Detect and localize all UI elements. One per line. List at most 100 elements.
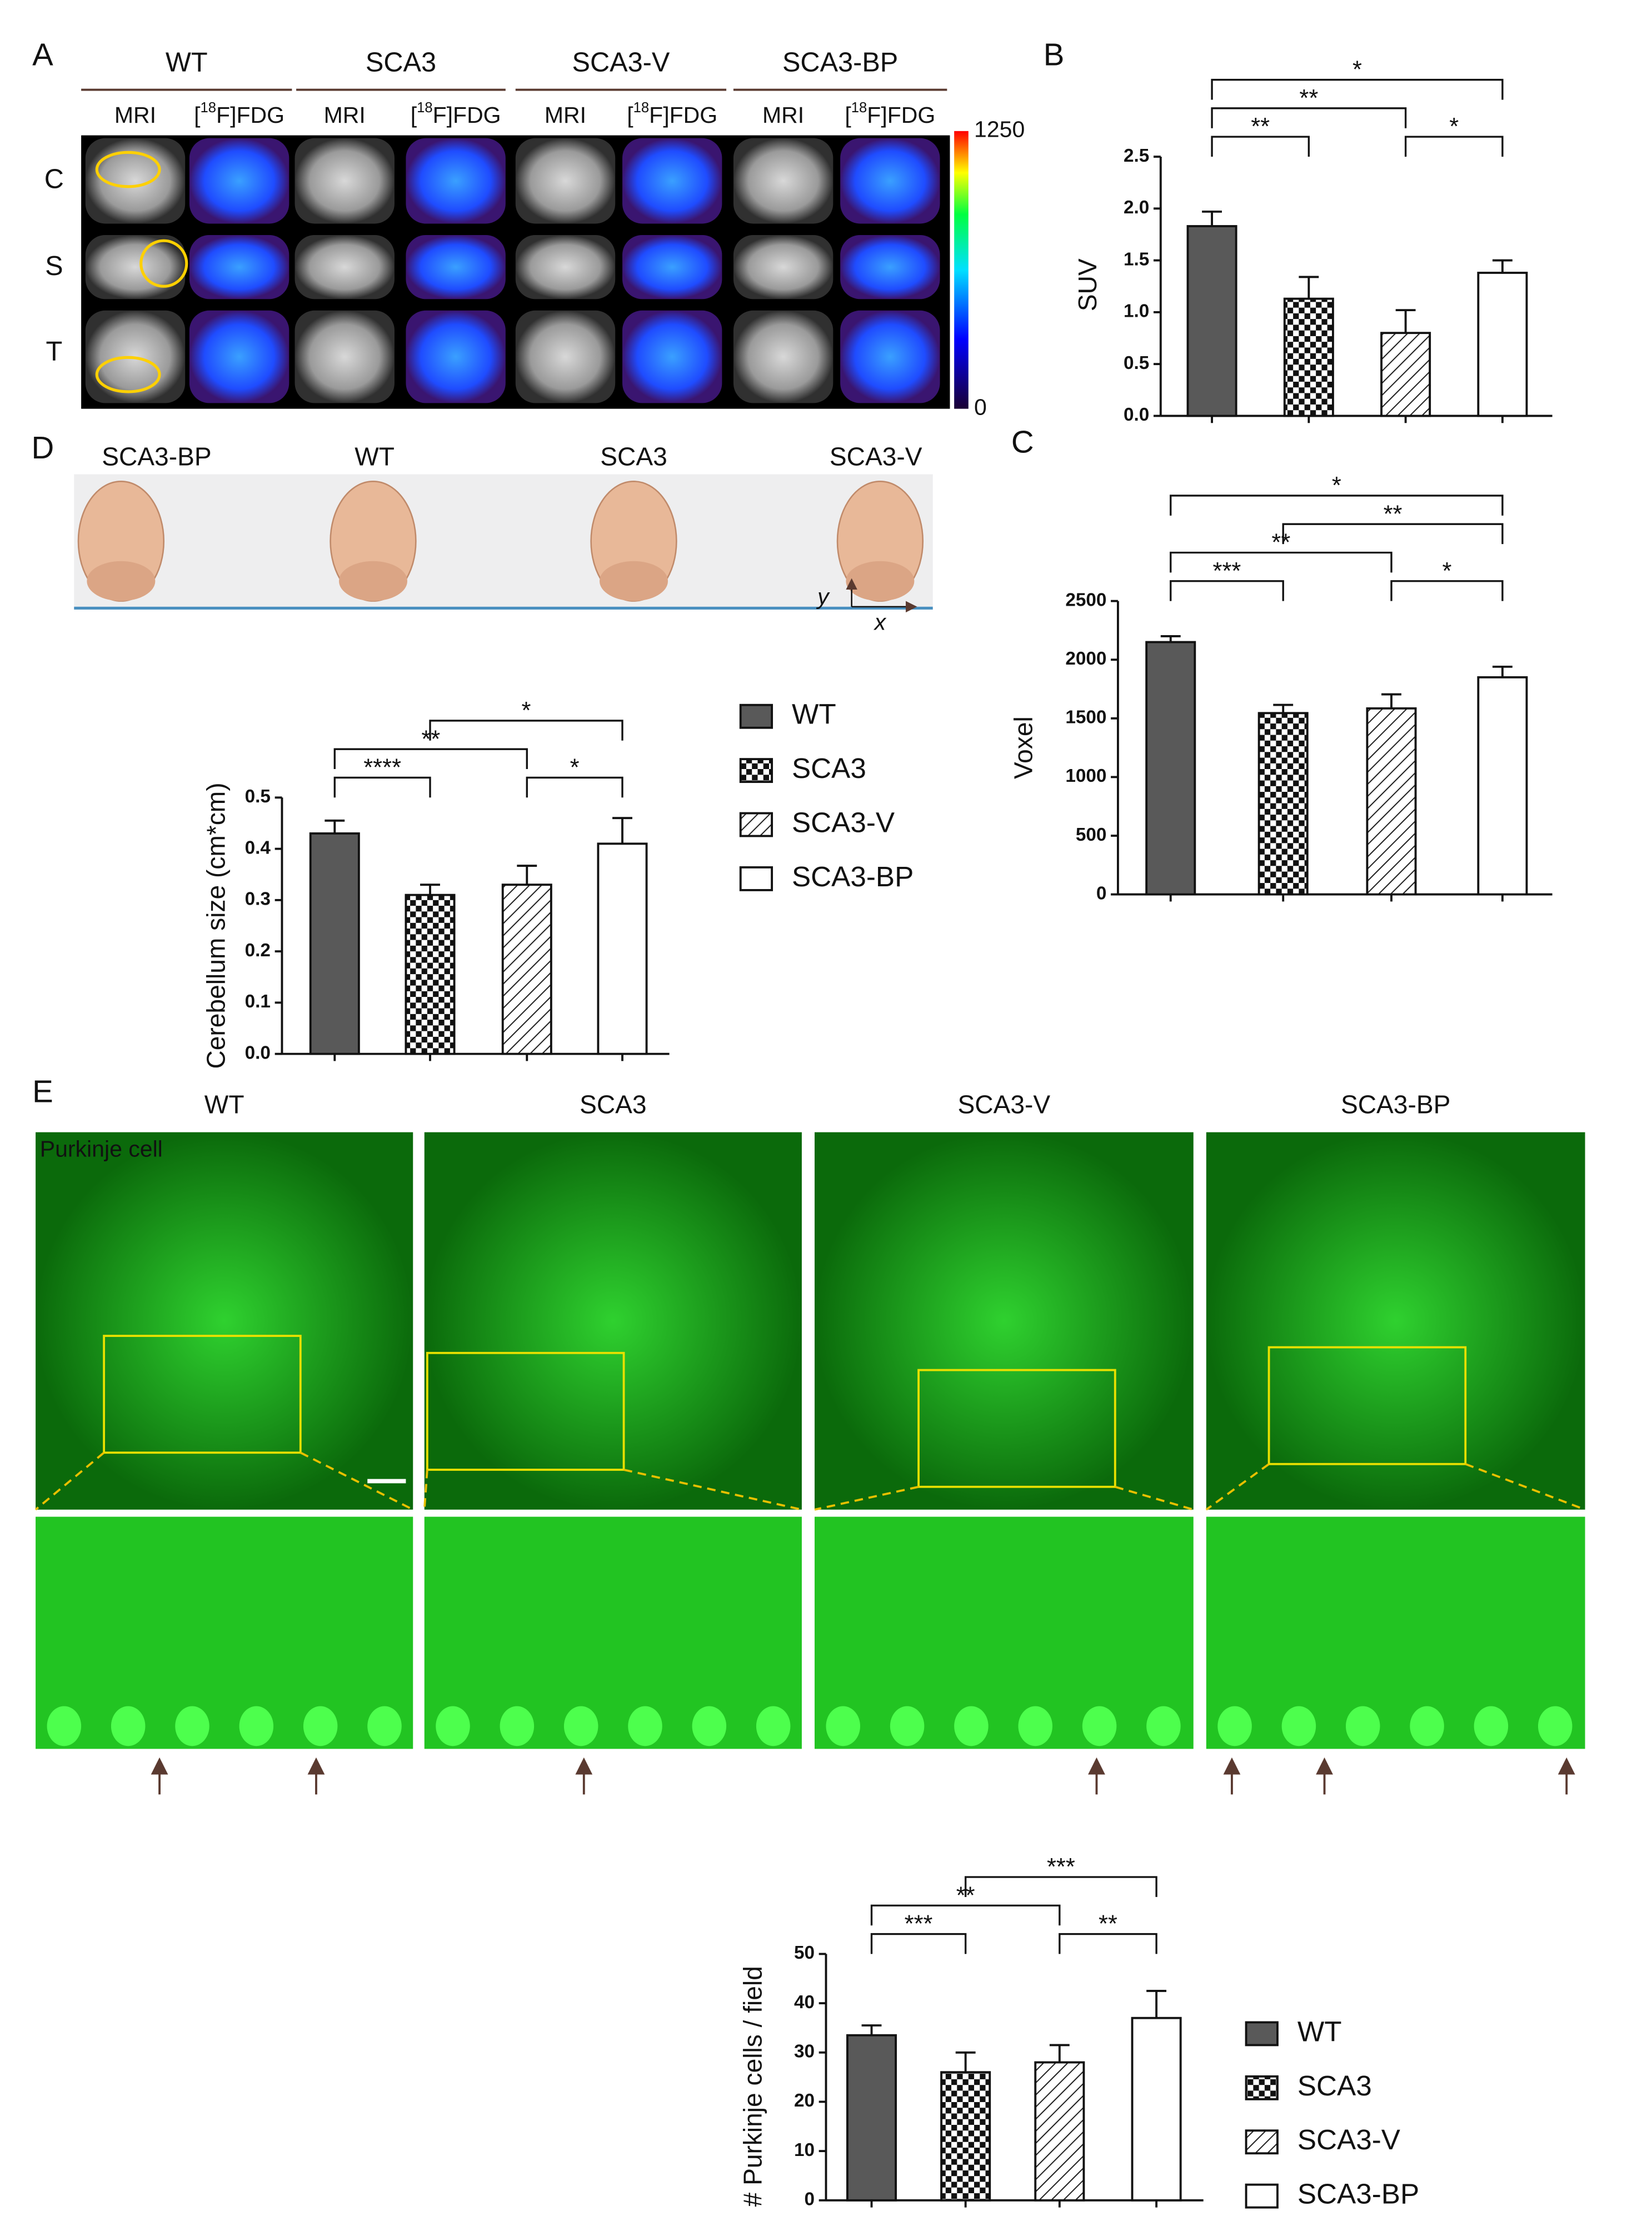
mri-image	[515, 138, 616, 224]
legend-swatch	[1245, 2183, 1279, 2209]
micrograph	[424, 1132, 802, 1510]
modality-part: F]FDG	[433, 102, 501, 128]
purkinje-soma	[239, 1706, 274, 1746]
pet-image	[840, 138, 940, 224]
cerebellum	[846, 561, 915, 601]
significance-bracket	[1390, 580, 1504, 601]
significance-bracket	[1059, 1933, 1157, 1954]
purkinje-soma	[692, 1706, 727, 1746]
y-tick-label: 1.5	[1124, 249, 1149, 269]
y-tick-label: 500	[1076, 825, 1107, 845]
modality-label: MRI	[545, 102, 586, 128]
pet-image	[189, 234, 290, 300]
y-tick-label: 30	[794, 2042, 815, 2062]
significance-bracket	[1170, 551, 1393, 573]
micrograph	[814, 1132, 1194, 1510]
y-tick-label: 0.5	[1124, 353, 1149, 373]
legend-swatch	[1245, 2129, 1279, 2155]
significance-bracket	[1211, 107, 1407, 128]
significance-bracket	[1170, 495, 1504, 516]
group-header: WT	[166, 47, 208, 77]
y-tick-label: 0.2	[245, 940, 271, 961]
purkinje-soma	[628, 1706, 662, 1746]
significance-label: **	[1251, 113, 1270, 140]
modality-part: 18	[201, 100, 217, 116]
colorbar-tick-label: 0	[974, 394, 987, 420]
purkinje-soma	[756, 1706, 791, 1746]
y-tick-label: 0.4	[245, 837, 271, 858]
bar	[1366, 707, 1417, 896]
histology-header: WT	[204, 1090, 244, 1119]
significance-label: ***	[1213, 558, 1241, 585]
micrograph	[36, 1132, 413, 1510]
purkinje-soma	[1146, 1706, 1181, 1746]
legend-label: SCA3	[792, 752, 866, 784]
y-tick-label: 2.5	[1124, 146, 1149, 166]
micrograph	[1206, 1132, 1585, 1510]
brain-label: SCA3	[600, 442, 667, 471]
bar	[1034, 2061, 1085, 2202]
purkinje-soma	[1345, 1706, 1380, 1746]
y-tick-label: 2500	[1065, 590, 1106, 610]
legend-swatch	[739, 703, 773, 729]
bar	[1131, 2017, 1182, 2202]
mri-image	[515, 310, 616, 403]
pet-image	[622, 234, 722, 300]
purkinje-soma	[826, 1706, 861, 1746]
zoom-guide	[34, 1451, 105, 1511]
purkinje-soma	[500, 1706, 535, 1746]
modality-part: F]FDG	[867, 102, 935, 128]
bar	[501, 884, 552, 1055]
y-tick-label: 0.3	[245, 889, 271, 910]
roi-circle	[95, 356, 161, 393]
significance-label: *	[1442, 558, 1451, 585]
mri-image	[733, 138, 834, 224]
significance-bracket	[1282, 523, 1504, 545]
purkinje-soma	[1082, 1706, 1117, 1746]
pet-image	[840, 310, 940, 403]
pet-image	[406, 310, 506, 403]
photo-axis-label: x	[874, 609, 887, 635]
purkinje-soma	[436, 1706, 470, 1746]
bar	[1145, 641, 1196, 896]
purkinje-soma	[111, 1706, 146, 1746]
row-label: S	[45, 251, 63, 281]
legend-label: SCA3	[1297, 2070, 1372, 2102]
modality-label: [18F]FDG	[627, 100, 717, 128]
panel-label: B	[1044, 37, 1065, 72]
bar	[1380, 332, 1431, 417]
y-tick-label: 1000	[1065, 766, 1106, 786]
modality-label: MRI	[324, 102, 366, 128]
modality-part: [	[194, 102, 201, 128]
pet-image	[189, 310, 290, 403]
modality-label: [18F]FDG	[411, 100, 501, 128]
y-axis-label: SUV	[1073, 258, 1102, 311]
purkinje-soma	[47, 1706, 82, 1746]
zoom-guide	[423, 1469, 428, 1510]
significance-bracket	[333, 748, 528, 770]
purkinje-soma	[175, 1706, 209, 1746]
significance-label: **	[1384, 501, 1403, 527]
significance-label: *	[570, 755, 580, 781]
histology-header: SCA3-V	[958, 1090, 1051, 1119]
colorbar	[954, 131, 969, 409]
colorbar-tick-label: 1250	[974, 117, 1025, 142]
y-tick-label: 50	[794, 1943, 815, 1963]
photo-axis-label: y	[816, 583, 830, 609]
legend-label: WT	[792, 698, 836, 730]
group-header: SCA3-BP	[782, 47, 898, 77]
row-label: C	[44, 164, 64, 194]
group-header: SCA3	[366, 47, 436, 77]
y-tick-label: 20	[794, 2090, 815, 2111]
histology-header: SCA3-BP	[1341, 1090, 1450, 1119]
bar	[1186, 225, 1237, 417]
legend-swatch	[739, 758, 773, 783]
bar	[309, 832, 360, 1055]
zoom-box	[1267, 1346, 1467, 1465]
legend-swatch	[1245, 2021, 1279, 2047]
y-tick-label: 0	[804, 2189, 815, 2210]
significance-label: **	[1271, 530, 1290, 556]
significance-bracket	[1211, 136, 1310, 157]
y-tick-label: 1.0	[1124, 301, 1149, 322]
